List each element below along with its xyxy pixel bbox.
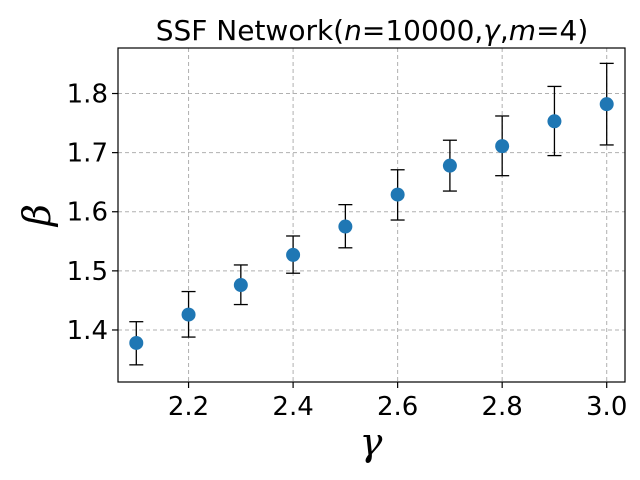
data-points xyxy=(129,97,614,350)
error-bars xyxy=(129,62,614,366)
y-tick-label: 1.7 xyxy=(67,139,108,169)
data-point xyxy=(495,139,510,154)
y-tick-label: 1.6 xyxy=(67,198,108,228)
data-point xyxy=(181,307,196,322)
x-tick-label: 3.0 xyxy=(586,392,627,422)
y-tick-label: 1.5 xyxy=(67,257,108,287)
x-tick-label: 2.4 xyxy=(272,392,313,422)
data-point xyxy=(599,97,614,112)
data-point xyxy=(286,247,301,262)
y-axis-ticks: 1.4 1.5 1.6 1.7 1.8 xyxy=(67,80,118,346)
y-tick-label: 1.8 xyxy=(67,80,108,110)
data-point xyxy=(442,158,457,173)
x-tick-label: 2.6 xyxy=(377,392,418,422)
x-tick-label: 2.8 xyxy=(481,392,522,422)
x-axis-label: γ xyxy=(360,420,383,464)
data-point xyxy=(233,278,248,293)
plot-frame xyxy=(117,47,626,383)
x-tick-label: 2.2 xyxy=(168,392,209,422)
data-point xyxy=(547,114,562,129)
y-axis-label: β xyxy=(15,204,59,228)
chart-title: SSF Network(n=10000,γ,m=4) xyxy=(156,14,589,47)
x-axis-ticks: 2.2 2.4 2.6 2.8 3.0 xyxy=(168,382,627,422)
data-point xyxy=(390,187,405,202)
data-point xyxy=(129,335,144,350)
y-tick-label: 1.4 xyxy=(67,316,108,346)
grid xyxy=(118,48,625,382)
data-point xyxy=(338,219,353,234)
